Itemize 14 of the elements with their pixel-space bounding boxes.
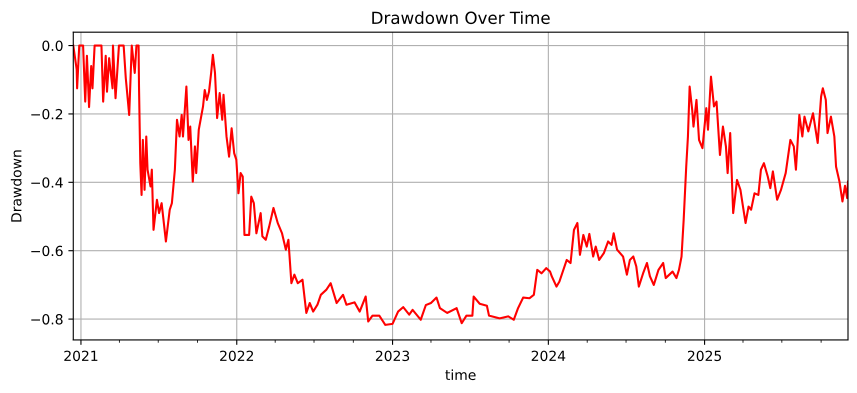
x-axis-title: time: [445, 369, 476, 380]
x-tick-label: 2023: [376, 350, 410, 362]
y-tick-label: −0.2: [31, 108, 62, 120]
x-tick-label: 2025: [688, 350, 722, 362]
y-tick-label: −0.4: [31, 177, 63, 188]
line-series: [73, 44, 848, 326]
y-tick-label: −0.6: [31, 246, 63, 256]
y-axis-title: Drawdown: [10, 150, 22, 222]
y-tick-label: −0.8: [31, 314, 63, 325]
chart-title: Drawdown Over Time: [372, 11, 550, 24]
y-tick-label: 0.0: [42, 40, 63, 52]
x-tick-label: 2024: [532, 350, 566, 362]
x-tick-label: 2022: [220, 350, 254, 362]
x-tick-label: 2021: [64, 350, 98, 362]
